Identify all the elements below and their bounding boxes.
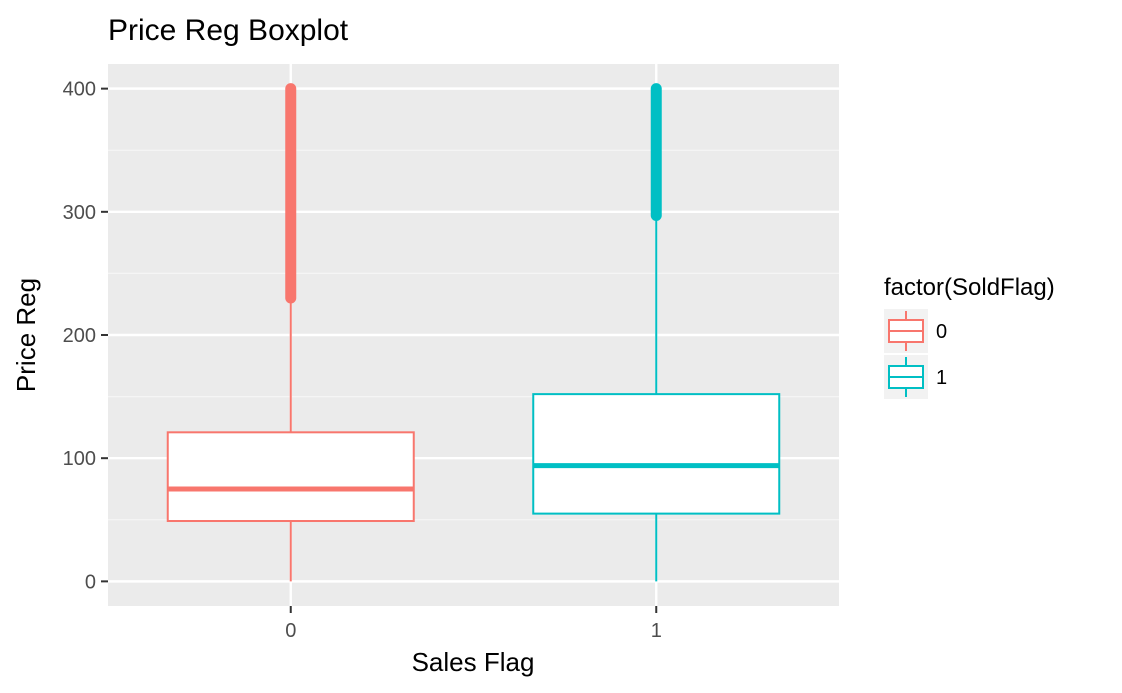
chart-title: Price Reg Boxplot: [108, 14, 349, 47]
legend-label: 1: [936, 367, 947, 389]
outlier-points: [285, 83, 297, 304]
legend-title: factor(SoldFlag): [884, 274, 1055, 301]
box-1: [532, 83, 781, 582]
legend: factor(SoldFlag) 0 1: [884, 274, 1055, 399]
y-tick-label: 400: [63, 79, 96, 101]
outlier-points: [650, 83, 662, 222]
x-axis-title: Sales Flag: [412, 647, 535, 677]
boxes: [166, 83, 781, 582]
legend-key-1: 1: [884, 355, 947, 399]
x-tick-label: 1: [651, 620, 662, 642]
y-axis: 0 100 200 300 400: [63, 79, 108, 593]
legend-label: 0: [936, 321, 947, 343]
iqr-box: [166, 431, 415, 523]
iqr-box: [532, 393, 781, 515]
y-tick-label: 200: [63, 325, 96, 347]
y-tick-label: 100: [63, 448, 96, 470]
y-tick-label: 300: [63, 202, 96, 224]
box-0: [166, 83, 415, 582]
y-tick-label: 0: [85, 571, 96, 593]
x-tick-label: 0: [285, 620, 296, 642]
legend-key-0: 0: [884, 309, 947, 353]
y-axis-title: Price Reg: [11, 278, 41, 392]
